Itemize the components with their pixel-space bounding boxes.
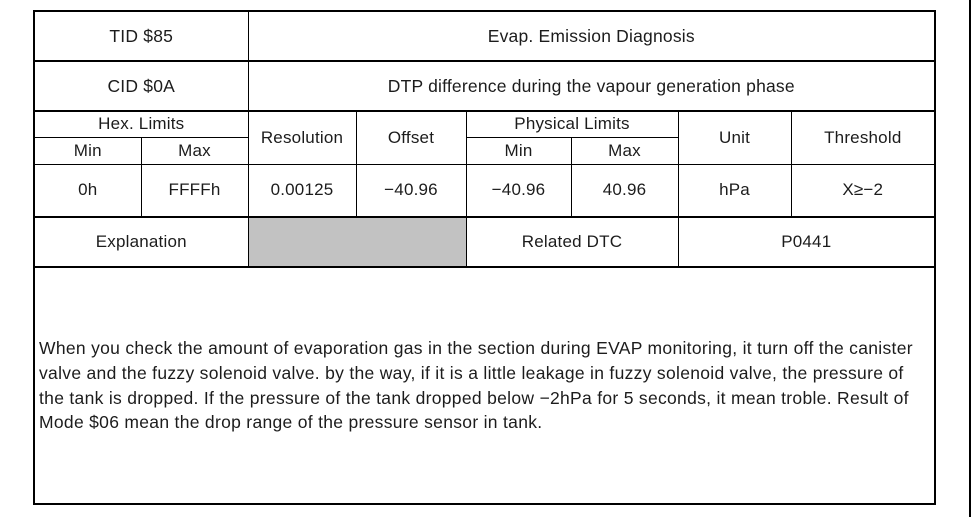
tid-label-cell: TID $85 [33,10,249,62]
phys-min-value-cell: −40.96 [465,163,572,218]
tid-value-cell: Evap. Emission Diagnosis [247,10,936,62]
resolution-header-cell: Resolution [247,110,357,165]
phys-min-header-cell: Min [465,136,572,165]
unit-header-cell: Unit [677,110,792,165]
resolution-value-cell: 0.00125 [247,163,357,218]
offset-header-cell: Offset [355,110,467,165]
unit-value-cell: hPa [677,163,792,218]
phys-max-value-cell: 40.96 [570,163,679,218]
diagnostic-spec-table: TID $85 Evap. Emission Diagnosis CID $0A… [33,10,937,505]
shaded-cell [247,216,467,268]
values-row: 0h FFFFh 0.00125 −40.96 −40.96 40.96 hPa… [33,163,936,218]
related-dtc-label-cell: Related DTC [465,216,679,268]
phys-max-header-cell: Max [570,136,679,165]
threshold-value-cell: X≥−2 [790,163,936,218]
page-edge-line [969,0,971,517]
cid-label-cell: CID $0A [33,60,249,112]
header-row-sub: Min Max Min Max [33,136,935,165]
physical-limits-header-cell: Physical Limits [465,110,679,138]
explanation-text-row: When you check the amount of evaporation… [33,266,936,505]
offset-value-cell: −40.96 [355,163,467,218]
explanation-header-row: Explanation Related DTC P0441 [33,216,936,268]
header-row-top: Hex. Limits Resolution Offset Physical L… [33,110,936,165]
hex-limits-header-cell: Hex. Limits [33,110,249,138]
cid-row: CID $0A DTP difference during the vapour… [33,60,936,112]
cid-value-cell: DTP difference during the vapour generat… [247,60,936,112]
threshold-header-cell: Threshold [790,110,936,165]
tid-row: TID $85 Evap. Emission Diagnosis [33,10,936,62]
hex-max-header-cell: Max [140,136,249,165]
explanation-text-cell: When you check the amount of evaporation… [33,266,936,505]
related-dtc-value-cell: P0441 [677,216,936,268]
explanation-label-cell: Explanation [33,216,249,268]
hex-min-header-cell: Min [33,136,142,165]
hex-max-value-cell: FFFFh [140,163,249,218]
hex-min-value-cell: 0h [33,163,142,218]
